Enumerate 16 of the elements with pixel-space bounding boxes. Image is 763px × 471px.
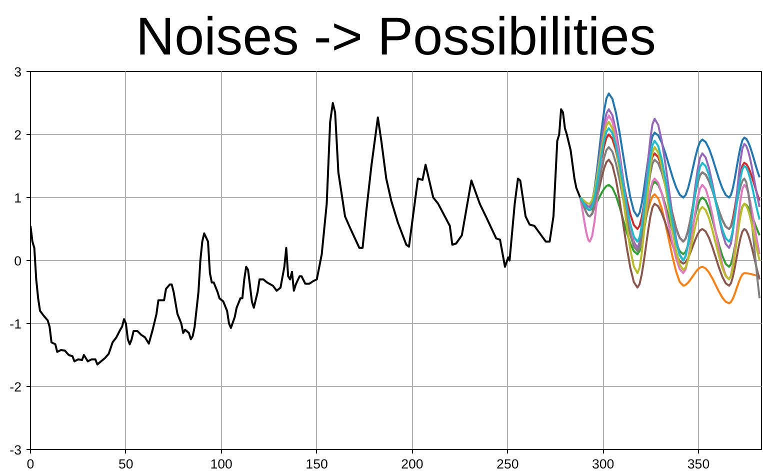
chart-title: Noises -> Possibilities: [136, 8, 656, 66]
x-tick-label: 300: [592, 456, 614, 471]
x-tick-label: 0: [26, 456, 34, 471]
y-tick-label: 1: [14, 190, 22, 206]
y-tick-label: -2: [10, 380, 22, 394]
y-tick-label: 3: [14, 64, 22, 80]
x-tick-label: 350: [687, 456, 710, 471]
x-tick-label: 200: [401, 456, 424, 471]
y-tick-label: 0: [14, 254, 22, 268]
x-tick-label: 250: [496, 456, 519, 471]
x-tick-label: 100: [210, 456, 232, 471]
y-tick-label: 2: [14, 128, 22, 142]
y-tick-label: -3: [10, 442, 22, 458]
x-tick-label: 150: [306, 456, 328, 471]
y-tick-label: -1: [10, 316, 22, 332]
x-tick-label: 50: [118, 456, 134, 471]
